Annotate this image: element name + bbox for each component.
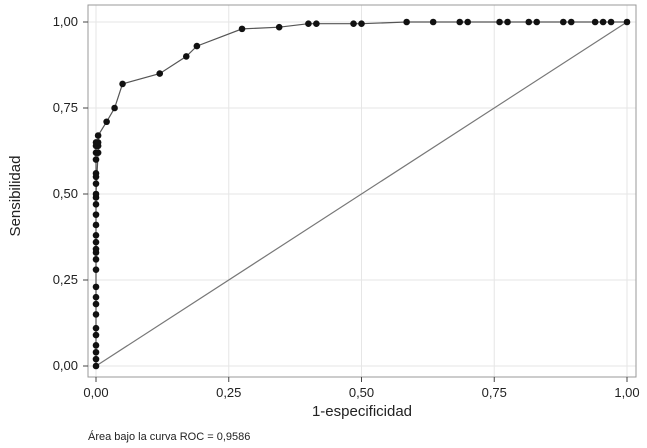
- roc-point: [92, 293, 100, 301]
- x-tick-label: 0,00: [83, 385, 108, 400]
- roc-point: [92, 256, 100, 263]
- roc-point: [464, 18, 472, 26]
- roc-curve-layer: [95, 21, 627, 366]
- roc-point: [623, 18, 631, 26]
- roc-point: [92, 300, 100, 308]
- roc-point: [559, 18, 567, 26]
- roc-point: [403, 18, 410, 26]
- roc-point: [119, 80, 126, 88]
- roc-point: [305, 20, 312, 28]
- roc-point: [358, 20, 365, 28]
- roc-point: [92, 190, 100, 198]
- roc-point: [350, 20, 357, 28]
- roc-point: [92, 266, 100, 273]
- roc-point: [525, 18, 533, 26]
- roc-point: [92, 331, 100, 339]
- roc-point: [92, 342, 100, 349]
- roc-curve: [95, 21, 627, 366]
- roc-point: [94, 149, 102, 157]
- ticks-layer: 0,00 0,00 0,25 0,25 0,50 0,50 0,75 0,75 1,00 1,00: [53, 14, 640, 400]
- x-tick-label: 1,00: [614, 385, 639, 400]
- roc-point: [92, 180, 100, 187]
- roc-point: [92, 245, 100, 253]
- roc-point: [92, 211, 100, 218]
- y-tick-label: 0,25: [53, 272, 78, 287]
- y-axis-title: Sensibilidad: [7, 156, 24, 237]
- roc-point: [92, 201, 100, 208]
- roc-point: [456, 18, 464, 26]
- y-tick-label: 0,75: [53, 100, 78, 115]
- roc-point: [313, 20, 320, 28]
- roc-point: [182, 53, 190, 60]
- roc-point: [599, 18, 607, 26]
- roc-point: [92, 283, 100, 291]
- roc-point: [238, 25, 246, 33]
- x-tick-label: 0,25: [216, 385, 241, 400]
- roc-point: [103, 118, 110, 126]
- reference-line: [95, 21, 628, 367]
- roc-point: [92, 311, 100, 318]
- grid-layer: [88, 5, 636, 377]
- roc-point: [92, 221, 100, 229]
- roc-point: [94, 139, 102, 146]
- auc-annotation: Área bajo la curva ROC = 0,9586: [88, 431, 251, 443]
- roc-point: [92, 173, 100, 181]
- roc-point: [533, 18, 541, 26]
- roc-point: [275, 23, 283, 31]
- roc-point: [94, 132, 102, 139]
- roc-point: [156, 70, 164, 77]
- roc-point: [567, 18, 575, 26]
- x-tick-label: 0,75: [482, 385, 507, 400]
- y-tick-label: 0,00: [53, 358, 78, 373]
- roc-point: [92, 156, 100, 163]
- roc-point: [92, 231, 100, 239]
- roc-point: [193, 42, 201, 50]
- roc-point: [92, 324, 100, 332]
- roc-point: [429, 18, 437, 26]
- roc-point: [92, 348, 100, 356]
- roc-point: [607, 18, 615, 26]
- roc-point: [92, 238, 100, 246]
- roc-marker-layer: [92, 18, 631, 370]
- roc-point: [504, 18, 511, 26]
- roc-point: [591, 18, 599, 26]
- roc-point: [92, 362, 100, 370]
- roc-point: [111, 104, 118, 112]
- roc-point: [496, 18, 503, 26]
- y-tick-label: 0,50: [53, 186, 78, 201]
- roc-point: [92, 355, 100, 363]
- y-tick-label: 1,00: [53, 14, 78, 29]
- reference-line-layer: [95, 21, 628, 367]
- x-tick-label: 0,50: [349, 385, 374, 400]
- x-axis-title: 1-especificidad: [312, 403, 412, 420]
